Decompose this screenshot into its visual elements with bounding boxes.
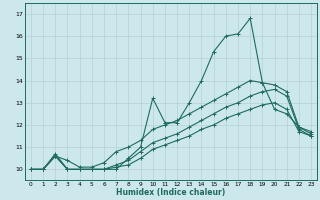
X-axis label: Humidex (Indice chaleur): Humidex (Indice chaleur) (116, 188, 226, 197)
